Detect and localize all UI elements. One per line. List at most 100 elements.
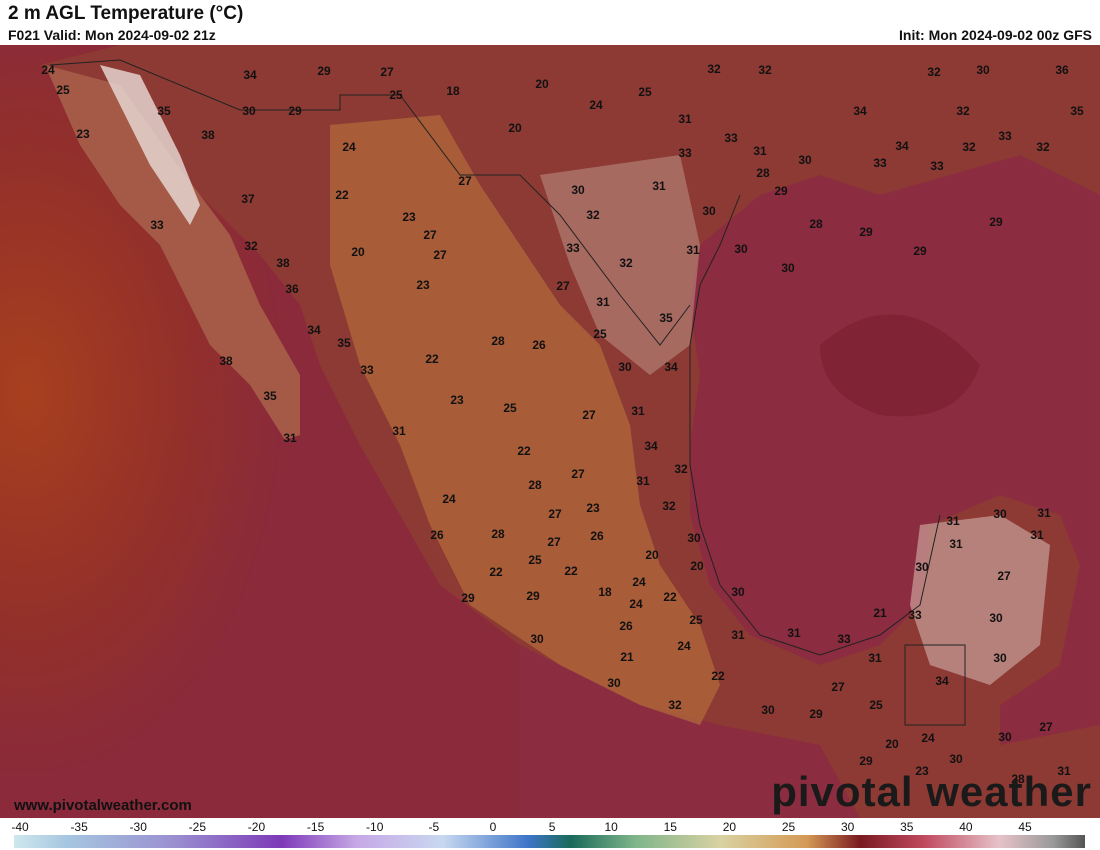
temperature-label: 35 (263, 389, 277, 403)
temperature-label: 38 (276, 256, 290, 270)
temperature-label: 25 (638, 85, 652, 99)
temperature-label: 35 (659, 311, 673, 325)
colorbar-tick: -30 (129, 820, 147, 834)
temperature-label: 37 (241, 192, 255, 206)
temperature-label: 30 (618, 360, 632, 374)
map-title: 2 m AGL Temperature (°C) (8, 3, 244, 24)
temperature-label: 25 (689, 613, 703, 627)
temperature-label: 29 (989, 215, 1003, 229)
temperature-label: 20 (351, 245, 365, 259)
temperature-label: 22 (517, 444, 531, 458)
temperature-label: 30 (571, 183, 585, 197)
colorbar-tick: -40 (11, 820, 29, 834)
temperature-label: 38 (219, 354, 233, 368)
temperature-label: 27 (556, 279, 570, 293)
temperature-label: 32 (1036, 140, 1050, 154)
temperature-label: 32 (927, 65, 941, 79)
temperature-label: 27 (1039, 720, 1053, 734)
temperature-label: 21 (620, 650, 634, 664)
temperature-label: 30 (607, 676, 621, 690)
temperature-label: 29 (809, 707, 823, 721)
temperature-label: 27 (433, 248, 447, 262)
temperature-label: 31 (753, 144, 767, 158)
temperature-label: 31 (678, 112, 692, 126)
temperature-label: 32 (668, 698, 682, 712)
temperature-label: 30 (915, 560, 929, 574)
temperature-label: 33 (873, 156, 887, 170)
temperature-label: 26 (590, 529, 604, 543)
temperature-label: 24 (442, 492, 456, 506)
temperature-label: 23 (416, 278, 430, 292)
website: www.pivotalweather.com (14, 797, 192, 814)
temperature-label: 30 (530, 632, 544, 646)
colorbar-tick: 15 (663, 820, 677, 834)
temperature-label: 25 (593, 327, 607, 341)
temperature-label: 26 (619, 619, 633, 633)
temperature-label: 31 (283, 431, 297, 445)
temperature-label: 30 (242, 104, 256, 118)
temperature-label: 25 (503, 401, 517, 415)
temperature-label: 22 (564, 564, 578, 578)
temperature-label: 24 (921, 731, 935, 745)
temperature-label: 27 (458, 174, 472, 188)
desert (100, 65, 200, 225)
temperature-label: 33 (908, 608, 922, 622)
temperature-label: 30 (949, 752, 963, 766)
colorbar-tick: 0 (489, 820, 497, 834)
temperature-label: 33 (566, 241, 580, 255)
colorbar (14, 835, 1085, 848)
temperature-label: 34 (895, 139, 909, 153)
temperature-label: 33 (837, 632, 851, 646)
temperature-label: 28 (491, 334, 505, 348)
temperature-label: 29 (288, 104, 302, 118)
temperature-label: 35 (1070, 104, 1084, 118)
temperature-label: 25 (56, 83, 70, 97)
temperature-label: 20 (690, 559, 704, 573)
init-time: Init: Mon 2024-09-02 00z GFS (899, 27, 1092, 43)
temperature-label: 31 (1037, 506, 1051, 520)
temperature-label: 34 (853, 104, 867, 118)
temperature-label: 23 (76, 127, 90, 141)
temperature-label: 23 (915, 764, 929, 778)
temperature-label: 31 (686, 243, 700, 257)
colorbar-tick: -20 (247, 820, 266, 834)
temperature-label: 24 (629, 597, 643, 611)
temperature-label: 27 (423, 228, 437, 242)
temperature-label: 36 (285, 282, 299, 296)
temperature-label: 31 (652, 179, 666, 193)
colorbar-tick: -35 (70, 820, 88, 834)
colorbar-tick: -25 (188, 820, 207, 834)
temperature-label: 21 (873, 606, 887, 620)
colorbar-tick: -10 (366, 820, 384, 834)
temperature-label: 22 (711, 669, 725, 683)
temperature-label: 30 (702, 204, 716, 218)
temperature-label: 22 (335, 188, 349, 202)
temperature-label: 32 (674, 462, 688, 476)
temperature-label: 38 (201, 128, 215, 142)
temperature-label: 29 (859, 754, 873, 768)
temperature-label: 30 (993, 507, 1007, 521)
temperature-label: 30 (993, 651, 1007, 665)
temperature-label: 34 (935, 674, 949, 688)
temperature-label: 35 (337, 336, 351, 350)
temperature-label: 30 (989, 611, 1003, 625)
temperature-label: 31 (1030, 528, 1044, 542)
temperature-label: 36 (1055, 63, 1069, 77)
colorbar-tick: -5 (428, 820, 440, 834)
temperature-label: 24 (632, 575, 646, 589)
temperature-label: 33 (724, 131, 738, 145)
temperature-label: 27 (571, 467, 585, 481)
temperature-label: 33 (998, 129, 1012, 143)
temperature-label: 18 (598, 585, 612, 599)
temperature-label: 23 (450, 393, 464, 407)
temperature-label: 27 (582, 408, 596, 422)
colorbar-tick: 5 (548, 820, 556, 834)
highlands (330, 115, 720, 725)
colorbar-tick: 45 (1018, 820, 1032, 834)
temperature-label: 27 (548, 507, 562, 521)
temperature-label: 32 (962, 140, 976, 154)
temperature-label: 29 (913, 244, 927, 258)
logo: pivotal weather (771, 768, 1092, 815)
temperature-label: 22 (663, 590, 677, 604)
temperature-label: 25 (389, 88, 403, 102)
